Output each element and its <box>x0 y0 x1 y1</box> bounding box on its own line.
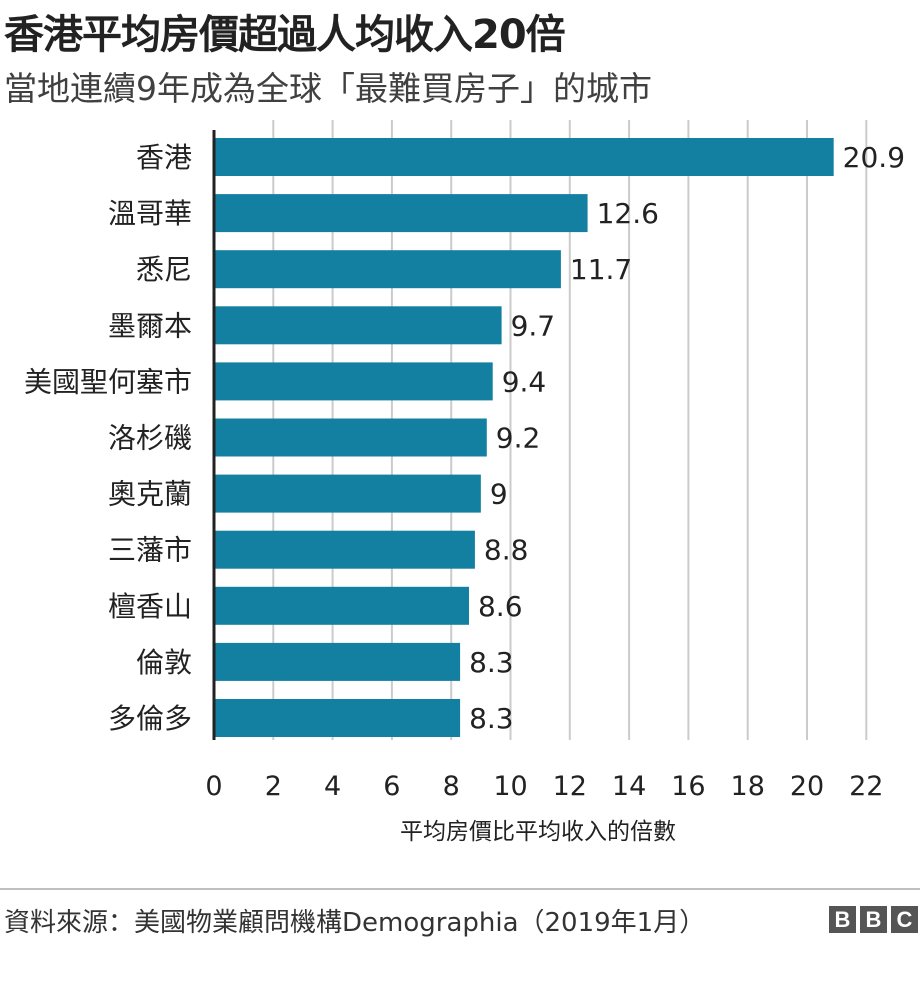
bar <box>214 474 481 513</box>
value-label: 8.8 <box>484 534 529 567</box>
bar <box>214 530 475 569</box>
value-label: 9.2 <box>496 422 541 455</box>
x-axis-title: 平均房價比平均收入的倍數 <box>400 819 676 845</box>
x-tick-label: 14 <box>612 771 646 802</box>
bbc-logo-letter-2: B <box>860 906 887 933</box>
x-tick-label: 4 <box>324 771 341 802</box>
category-label: 檀香山 <box>108 590 192 623</box>
value-label: 9.7 <box>511 309 556 342</box>
chart-subtitle: 當地連續9年成為全球「最難買房子」的城市 <box>4 69 652 108</box>
category-label: 多倫多 <box>108 702 192 735</box>
bbc-logo-letter-3: C <box>891 906 918 933</box>
value-label: 8.3 <box>469 646 514 679</box>
bar <box>214 418 487 457</box>
value-label: 8.6 <box>478 590 523 623</box>
category-label: 香港 <box>136 141 192 174</box>
labels: 0 2 4 6 8 10 12 14 16 18 20 22 香港 20.9 溫哥華 12.6 悉尼 11.7 墨爾… <box>24 141 905 802</box>
x-tick-label: 22 <box>849 771 883 802</box>
value-label: 8.3 <box>469 702 514 735</box>
chart-title: 香港平均房價超過人均收入20倍 <box>4 12 566 58</box>
x-tick-label: 8 <box>443 771 460 802</box>
x-tick-label: 18 <box>731 771 765 802</box>
x-tick-label: 0 <box>205 771 222 802</box>
source-note: 資料來源：美國物業顧問機構Demographia（2019年1月） <box>4 908 706 938</box>
bar <box>214 138 834 176</box>
bar <box>214 642 461 681</box>
bar <box>214 250 561 289</box>
x-tick-label: 2 <box>265 771 282 802</box>
bbc-logo: B B C <box>829 906 918 933</box>
category-label: 美國聖何塞市 <box>24 365 192 398</box>
x-tick-label: 10 <box>493 771 527 802</box>
value-label: 11.7 <box>570 253 632 286</box>
category-label: 墨爾本 <box>108 309 192 342</box>
value-label: 9.4 <box>502 365 547 398</box>
x-tick-label: 12 <box>553 771 587 802</box>
bar <box>214 586 469 625</box>
x-tick-label: 6 <box>383 771 400 802</box>
bar <box>214 699 461 737</box>
bbc-logo-letter-1: B <box>829 906 856 933</box>
bar <box>214 362 493 401</box>
bar-chart: 0 2 4 6 8 10 12 14 16 18 20 22 香港 20.9 溫哥華 12.6 悉尼 11.7 墨爾… <box>24 120 905 845</box>
category-label: 奧克蘭 <box>108 478 192 511</box>
value-label: 12.6 <box>597 197 659 230</box>
category-label: 悉尼 <box>136 253 192 286</box>
category-label: 洛杉磯 <box>108 422 192 455</box>
bars <box>214 138 834 737</box>
value-label: 20.9 <box>843 141 905 174</box>
bar <box>214 306 502 345</box>
value-label: 9 <box>490 478 508 511</box>
x-tick-label: 16 <box>671 771 705 802</box>
bar <box>214 194 588 233</box>
category-label: 三藩市 <box>108 534 192 567</box>
category-label: 倫敦 <box>136 646 192 679</box>
category-label: 溫哥華 <box>108 197 192 230</box>
footer-divider <box>0 888 920 890</box>
x-tick-label: 20 <box>790 771 824 802</box>
